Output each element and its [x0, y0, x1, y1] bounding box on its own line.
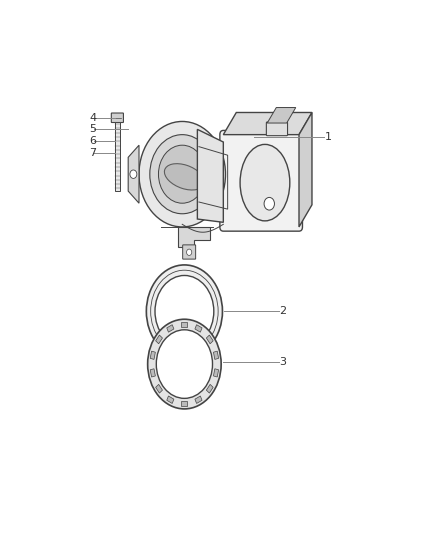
Text: 7: 7	[89, 148, 96, 158]
Circle shape	[139, 122, 226, 227]
Bar	[181, 322, 187, 327]
Circle shape	[264, 197, 275, 210]
Bar	[213, 369, 219, 377]
Ellipse shape	[164, 164, 205, 190]
Circle shape	[148, 319, 221, 409]
Circle shape	[146, 265, 223, 358]
FancyBboxPatch shape	[220, 131, 303, 231]
Text: 5: 5	[89, 124, 96, 134]
Bar	[167, 325, 174, 332]
FancyBboxPatch shape	[266, 122, 287, 136]
Polygon shape	[299, 112, 312, 227]
Circle shape	[156, 330, 212, 398]
Bar	[155, 384, 162, 393]
Bar	[195, 396, 202, 403]
Polygon shape	[178, 227, 210, 247]
Bar	[150, 351, 155, 359]
Bar	[167, 396, 174, 403]
Circle shape	[187, 249, 192, 255]
Polygon shape	[267, 108, 296, 123]
Polygon shape	[128, 145, 139, 203]
FancyBboxPatch shape	[111, 113, 124, 123]
Bar	[181, 401, 187, 406]
Circle shape	[155, 276, 214, 347]
Bar	[155, 335, 162, 344]
Polygon shape	[223, 112, 312, 135]
Circle shape	[159, 145, 206, 203]
Bar	[195, 325, 202, 332]
Bar	[206, 335, 213, 344]
Bar	[150, 369, 155, 377]
Circle shape	[130, 170, 137, 179]
Ellipse shape	[240, 144, 290, 221]
FancyBboxPatch shape	[183, 245, 196, 259]
Bar	[206, 384, 213, 393]
Polygon shape	[198, 130, 223, 222]
Text: 4: 4	[89, 113, 96, 123]
Text: 3: 3	[279, 358, 286, 367]
Text: 6: 6	[89, 136, 96, 146]
Circle shape	[150, 135, 215, 214]
Text: 1: 1	[325, 132, 332, 142]
Bar	[115, 122, 120, 191]
Bar	[213, 351, 219, 359]
Text: 2: 2	[279, 306, 286, 316]
